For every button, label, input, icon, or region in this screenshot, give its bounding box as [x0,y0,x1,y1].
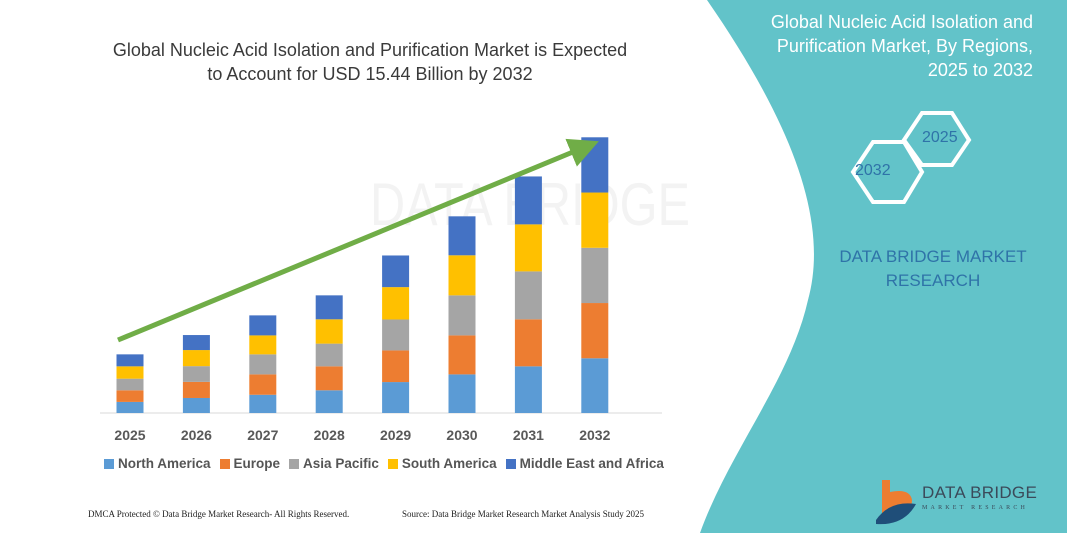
bar-segment-2027-asia-pacific [249,354,277,375]
bar-segment-2028-europe [315,366,343,391]
legend-item: North America [104,456,211,471]
footer-copyright: DMCA Protected © Data Bridge Market Rese… [88,509,350,519]
bar-segment-2025-asia-pacific [116,378,144,391]
bar-segment-2028-middle-east-and-africa [315,295,343,320]
bar-segment-2028-north-america [315,390,343,413]
bar-segment-2029-asia-pacific [382,319,410,351]
legend-label: South America [401,456,497,471]
x-tick-label: 2028 [314,427,345,443]
legend-swatch [104,458,114,469]
bar-segment-2030-asia-pacific [448,295,476,336]
chart-title: Global Nucleic Acid Isolation and Purifi… [80,38,660,86]
bar-segment-2025-south-america [116,366,144,379]
legend-swatch [289,458,300,469]
legend-swatch [387,458,398,469]
brand-line-1: DATA BRIDGE MARKET [839,247,1027,266]
logo-icon [876,480,916,525]
x-tick-label: 2030 [446,427,477,443]
title-line-2: to Account for USD 15.44 Billion by 2032 [207,64,533,84]
bar-segment-2029-middle-east-and-africa [382,255,410,288]
trend-arrow [117,138,599,343]
bar-segment-2032-middle-east-and-africa [581,137,609,193]
bar-segment-2027-south-america [249,335,277,355]
bar-segment-2025-north-america [116,401,144,413]
bar-segment-2028-south-america [315,319,343,344]
bar-segment-2026-north-america [182,397,210,413]
bar-segment-2029-europe [382,350,410,383]
bar-segment-2027-middle-east-and-africa [249,315,277,336]
bar-segment-2031-middle-east-and-africa [514,176,542,225]
bar-segment-2031-asia-pacific [514,271,542,320]
x-tick-labels: 2025 2026 2027 2028 2029 2030 2031 2032 [114,427,610,443]
bar-segment-2030-europe [448,335,476,375]
brand-text: DATA BRIDGE MARKET RESEARCH [818,245,1048,293]
bar-segment-2031-europe [514,319,542,367]
hexagon-2032 [850,140,925,204]
brand-line-2: RESEARCH [885,271,981,290]
bars-group [116,137,609,413]
legend-item: Europe [219,456,281,471]
title-line-1: Global Nucleic Acid Isolation and Purifi… [112,40,628,60]
legend-item: Middle East and Africa [505,456,664,471]
side-panel-title: Global Nucleic Acid Isolation and Purifi… [703,10,1033,82]
logo-tagline: MARKET RESEARCH [922,505,1029,511]
legend-label: Europe [233,456,281,471]
bar-segment-2032-asia-pacific [581,247,609,304]
bar-segment-2027-europe [249,374,277,395]
legend-item: South America [387,456,497,471]
bar-segment-2025-middle-east-and-africa [116,354,144,367]
x-tick-label: 2029 [380,427,411,443]
legend-item: Asia Pacific [289,456,379,471]
x-tick-label: 2032 [579,427,610,443]
bar-segment-2029-south-america [382,287,410,320]
footer-source: Source: Data Bridge Market Research Mark… [402,509,644,519]
side-title-line-1: Global Nucleic Acid Isolation and [770,12,1033,32]
legend-swatch [219,458,230,469]
bar-segment-2031-north-america [514,366,542,413]
legend-swatch [505,458,516,469]
bar-segment-2027-north-america [249,394,277,413]
bar-segment-2031-south-america [514,224,542,272]
chart-legend: North America Europe Asia Pacific South Ame… [104,456,664,471]
legend-label: North America [118,456,211,471]
x-tick-label: 2026 [181,427,212,443]
hex-label-end: 2032 [855,162,891,179]
bar-segment-2032-south-america [581,192,609,248]
bar-segment-2030-south-america [448,255,476,296]
bar-segment-2029-north-america [382,382,410,413]
bar-segment-2030-north-america [448,374,476,413]
legend-label: Middle East and Africa [519,456,664,471]
bar-segment-2032-north-america [581,358,609,413]
bar-segment-2026-south-america [182,350,210,367]
side-title-line-3: 2025 to 2032 [927,60,1033,80]
bar-segment-2026-asia-pacific [182,366,210,382]
bar-segment-2030-middle-east-and-africa [448,216,476,256]
bar-segment-2032-europe [581,303,609,359]
side-title-line-2: Purification Market, By Regions, [776,36,1033,56]
bar-segment-2026-europe [182,381,210,398]
hex-label-start: 2025 [922,129,958,146]
legend-label: Asia Pacific [303,456,379,471]
bar-segment-2025-europe [116,390,144,402]
x-tick-label: 2025 [114,427,145,443]
side-panel-shape [700,0,1067,533]
bar-segment-2026-middle-east-and-africa [182,335,210,351]
logo-name: DATA BRIDGE [922,483,1038,502]
hexagon-2025 [901,111,972,167]
x-tick-label: 2027 [247,427,278,443]
bar-segment-2028-asia-pacific [315,343,343,367]
x-tick-label: 2031 [513,427,544,443]
